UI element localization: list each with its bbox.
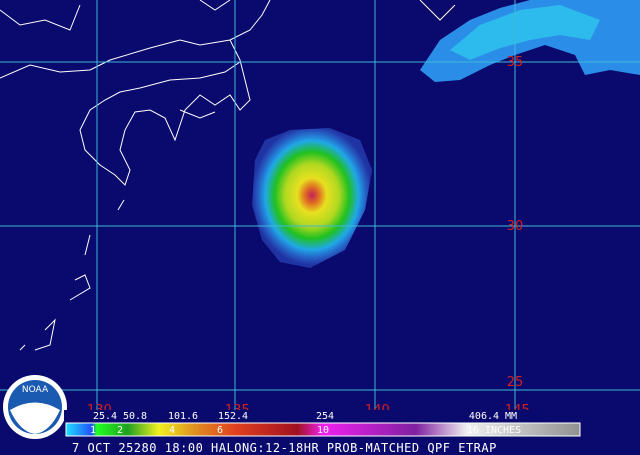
inch-label: 4 [169, 425, 175, 436]
rain-field [252, 128, 372, 268]
mm-label: 406.4 MM [469, 411, 517, 422]
lat-label: 35 [507, 55, 524, 70]
coastline [0, 0, 456, 351]
mm-label: 254 [316, 411, 334, 422]
inch-label: 10 [317, 425, 329, 436]
inch-label: 2 [117, 425, 123, 436]
logo-wave [10, 402, 60, 434]
graticule [0, 0, 640, 420]
mm-label: 50.8 [123, 411, 147, 422]
color-scale [65, 422, 581, 437]
mm-label: 25.4 [93, 411, 117, 422]
inch-label: 1 [90, 425, 96, 436]
caption-bar [0, 440, 640, 455]
lat-label: 25 [507, 375, 524, 390]
caption: 7 OCT 25280 18:00 HALONG:12-18HR PROB-MA… [72, 441, 497, 455]
lat-label: 30 [507, 219, 524, 234]
logo-text: NOAA [22, 385, 49, 395]
inch-label: 6 [217, 425, 223, 436]
rain-band-core [450, 5, 600, 60]
mm-label: 101.6 [168, 411, 198, 422]
mm-label: 152.4 [218, 411, 248, 422]
noaa-logo: NOAA [3, 375, 67, 439]
inch-label: 16 INCHES [467, 425, 521, 436]
